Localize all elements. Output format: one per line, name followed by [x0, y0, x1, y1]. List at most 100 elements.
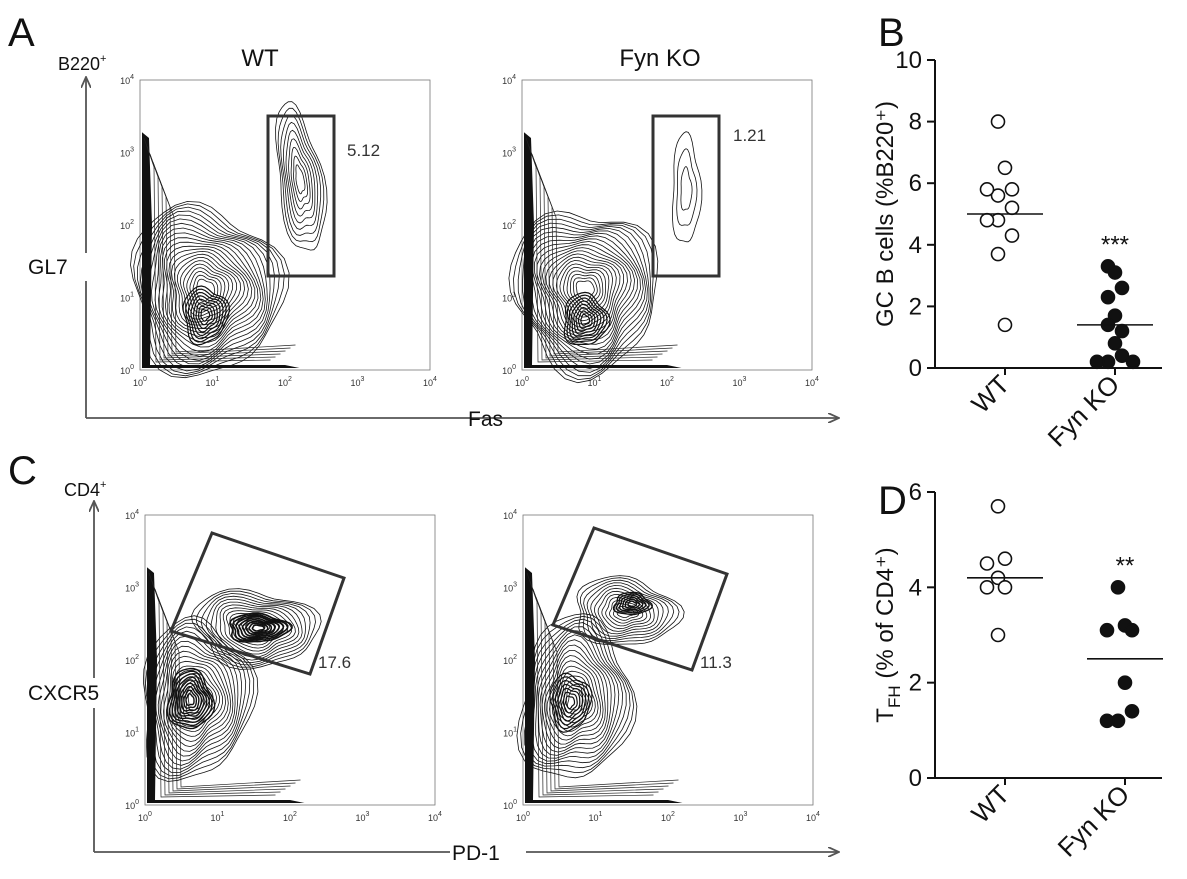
gc-population-contour	[280, 114, 322, 236]
population-contour	[531, 235, 641, 355]
flow-a-fynko-frame	[521, 79, 813, 371]
population-core-contour	[557, 683, 584, 722]
flow-a-fynko-ytick: 102	[502, 219, 516, 231]
flow-a-wt-frame	[139, 79, 431, 371]
population-core-contour	[181, 685, 200, 712]
population-contour	[508, 210, 659, 384]
flow-a-fynko-xtick: 100	[515, 376, 529, 388]
data-point-b-wt	[1004, 182, 1020, 197]
population-contour	[531, 626, 624, 762]
population-core-contour	[573, 303, 599, 335]
tfh-core-contour	[627, 600, 638, 608]
y-axis-label-d: TFH (% of CD4⁺)	[872, 547, 904, 722]
population-core-contour	[570, 300, 602, 338]
panel-c-xlabel: PD-1	[452, 842, 500, 865]
population-core-contour	[174, 676, 208, 720]
data-point-b-wt	[979, 212, 995, 228]
population-core-contour	[575, 306, 596, 333]
panel-a-title-wt: WT	[241, 45, 279, 72]
flow-c-fynko-ytick: 100	[503, 799, 517, 811]
population-contour	[151, 222, 266, 361]
data-point-b-fyn-ko	[1114, 323, 1130, 339]
tfh-population-contour	[205, 595, 306, 664]
population-contour	[575, 280, 595, 302]
tfh-population-contour	[196, 590, 316, 668]
population-contour	[186, 267, 226, 314]
population-contour	[536, 241, 636, 345]
flow-a-wt-xtick: 100	[133, 376, 147, 388]
data-point-b-fyn-ko	[1125, 354, 1141, 370]
panel-a-title-fynko: Fyn KO	[619, 45, 700, 72]
flow-c-fynko-ytick: 103	[503, 582, 517, 594]
y-tick-label-d: 0	[909, 765, 922, 792]
gc-population-contour	[288, 138, 313, 217]
tfh-core-contour	[624, 598, 641, 609]
flow-a-wt-xtick: 103	[351, 376, 365, 388]
gc-population-contour	[676, 148, 698, 226]
y-tick-label-d: 4	[909, 574, 922, 601]
panel-label-a: A	[8, 11, 35, 55]
population-contour	[165, 655, 229, 748]
flow-a-fynko-xtick: 102	[660, 376, 674, 388]
population-contour	[529, 232, 644, 360]
data-point-b-wt	[979, 182, 995, 197]
data-point-b-wt	[990, 188, 1006, 203]
population-core-contour	[185, 692, 195, 706]
flow-a-wt-ytick: 103	[120, 147, 134, 159]
flow-c-fynko-xtick: 100	[516, 811, 530, 823]
tfh-gate	[168, 531, 346, 676]
flow-c-wt-xtick: 101	[211, 811, 225, 823]
gate-value-a-fynko: 1.21	[733, 126, 766, 145]
category-label-d: WT	[965, 779, 1015, 829]
flow-a-fynko-edge-contour	[528, 145, 658, 361]
tfh-population-contour	[576, 575, 685, 645]
population-core-contour	[171, 673, 211, 724]
population-core-contour	[166, 667, 216, 730]
population-core-contour	[195, 302, 216, 330]
population-core-contour	[182, 285, 231, 346]
category-label-d: Fyn KO	[1052, 779, 1136, 863]
data-point-b-wt	[997, 317, 1013, 333]
panel-c-ylabel: CXCR5	[28, 682, 99, 705]
population-core-contour	[580, 313, 591, 326]
gc-population-contour	[290, 147, 311, 210]
flow-c-wt-frame	[144, 514, 436, 806]
gc-population-contour	[295, 164, 306, 195]
panel-label-b: B	[878, 11, 905, 55]
data-point-b-wt	[1004, 228, 1020, 243]
y-tick-label-d: 6	[909, 479, 922, 506]
gc-population-contour	[285, 129, 316, 224]
data-point-b-fyn-ko	[1100, 289, 1116, 305]
population-core-contour	[200, 309, 211, 322]
population-core-contour	[563, 291, 611, 346]
gc-population-contour	[680, 165, 693, 211]
flow-a-fynko-ytick: 101	[502, 292, 516, 304]
data-point-b-fyn-ko	[1114, 280, 1130, 296]
scatter-plot-b: 0 2 4 6 8 10 WT Fyn KO *** GC B cells (%B220⁺)	[872, 47, 1162, 453]
population-contour	[537, 634, 616, 756]
population-contour	[541, 247, 628, 337]
flow-a-wt-xtick: 102	[278, 376, 292, 388]
flow-c-wt-ytick: 100	[125, 799, 139, 811]
population-contour	[171, 250, 246, 329]
tfh-population-contour	[222, 607, 292, 652]
data-point-b-fyn-ko	[1107, 336, 1123, 351]
flow-a-wt-ytick: 102	[120, 219, 134, 231]
category-label-b: WT	[965, 369, 1015, 419]
population-contour	[163, 650, 232, 752]
gc-gate	[266, 114, 336, 278]
gc-population-contour	[277, 107, 325, 243]
flow-a-wt-ytick: 104	[120, 74, 134, 86]
flow-a-wt-xtick: 104	[423, 376, 437, 388]
population-core-contour	[568, 297, 605, 341]
population-contour	[541, 644, 609, 749]
population-contour	[539, 639, 612, 753]
flow-c-fynko-edge-contour	[541, 612, 679, 788]
population-contour	[535, 630, 620, 759]
panel-a-ylabel: GL7	[28, 256, 68, 279]
flow-a-fynko-edge-contour	[540, 177, 678, 353]
